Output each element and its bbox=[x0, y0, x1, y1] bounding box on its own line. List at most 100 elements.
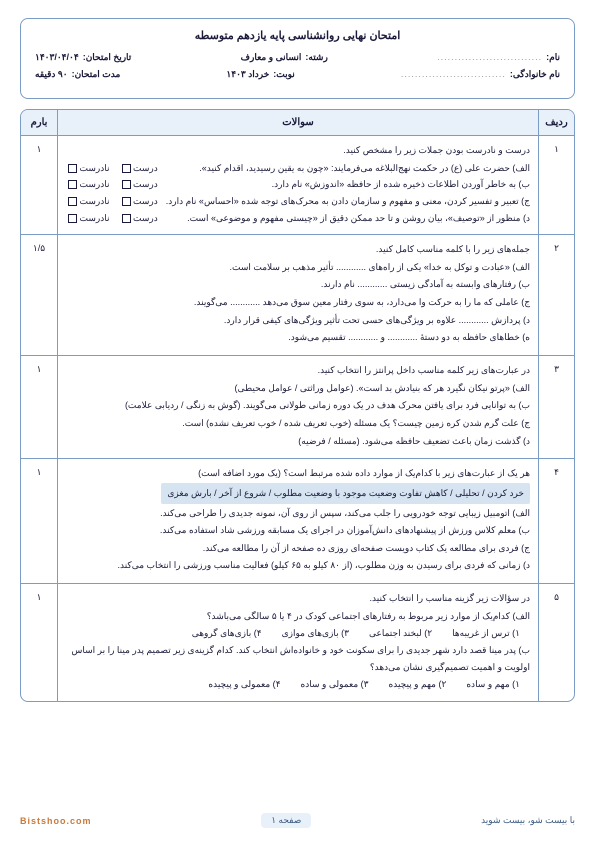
mc-option[interactable]: ۲) مهم و پیچیده bbox=[389, 676, 447, 693]
exam-header: امتحان نهایی روانشناسی پایه یازدهم متوسط… bbox=[20, 18, 575, 99]
opt-true[interactable]: درست bbox=[120, 210, 158, 227]
q-line: د) گذشت زمان باعث تضعیف حافظه می‌شود. (م… bbox=[66, 433, 530, 450]
opt-false[interactable]: نادرست bbox=[66, 160, 110, 177]
q-line: د) زمانی که فردی برای رسیدن به وزن مطلوب… bbox=[66, 557, 530, 574]
q-line: ب) رفتارهای وابسته به آمادگی زیستی .....… bbox=[66, 276, 530, 293]
tf-options: درست نادرست bbox=[66, 160, 158, 177]
date-label: تاریخ امتحان: bbox=[83, 52, 132, 63]
tf-text: ب) به خاطر آوردن اطلاعات ذخیره شده از حا… bbox=[166, 176, 530, 193]
q-intro: جمله‌های زیر را با کلمه مناسب کامل کنید. bbox=[66, 241, 530, 258]
mc-option[interactable]: ۳) معمولی و ساده bbox=[301, 676, 369, 693]
checkbox-icon bbox=[122, 214, 131, 223]
footer-tagline: با بیست شو، بیست شوید bbox=[481, 815, 575, 826]
mc-options: ۱) مهم و ساده ۲) مهم و پیچیده ۳) معمولی … bbox=[66, 676, 530, 693]
row-num: ۵ bbox=[538, 584, 574, 701]
tf-text: د) منظور از «توصیف»، بیان روشن و تا حد م… bbox=[166, 210, 530, 227]
turn-value: خرداد ۱۴۰۳ bbox=[226, 69, 269, 80]
row-score: ۱ bbox=[21, 584, 57, 701]
q-intro: در سؤالات زیر گزینه مناسب را انتخاب کنید… bbox=[66, 590, 530, 607]
q-line: الف) اتومبیل زیبایی توجه خودرویی را جلب … bbox=[66, 505, 530, 522]
checkbox-icon bbox=[122, 197, 131, 206]
row-content: در سؤالات زیر گزینه مناسب را انتخاب کنید… bbox=[57, 584, 538, 701]
turn-label: نوبت: bbox=[273, 69, 295, 80]
row-score: ۱ bbox=[21, 136, 57, 234]
page-footer: با بیست شو، بیست شوید صفحه ۱ Bistshoo.co… bbox=[20, 813, 575, 828]
opt-false[interactable]: نادرست bbox=[66, 210, 110, 227]
q-intro: هر یک از عبارت‌های زیر با کدام‌یک از موا… bbox=[66, 465, 530, 482]
mc-option[interactable]: ۱) ترس از غریبه‌ها bbox=[452, 625, 520, 642]
tf-item: ج) تعبیر و تفسیر کردن، معنی و مفهوم و سا… bbox=[66, 193, 530, 210]
row-content: جمله‌های زیر را با کلمه مناسب کامل کنید.… bbox=[57, 235, 538, 355]
tf-item: ب) به خاطر آوردن اطلاعات ذخیره شده از حا… bbox=[66, 176, 530, 193]
name-label: نام: bbox=[546, 52, 560, 63]
name-dots: .............................. bbox=[437, 52, 542, 63]
table-row: ۱ درست و نادرست بودن جملات زیر را مشخص ک… bbox=[21, 135, 574, 234]
tf-text: الف) حضرت علی (ع) در حکمت نهج‌البلاغه می… bbox=[166, 160, 530, 177]
mc-option[interactable]: ۴) بازی‌های گروهی bbox=[192, 625, 262, 642]
tf-options: درست نادرست bbox=[66, 176, 158, 193]
row-score: ۱/۵ bbox=[21, 235, 57, 355]
table-row: ۲ جمله‌های زیر را با کلمه مناسب کامل کنی… bbox=[21, 234, 574, 355]
header-row-1: نام:.............................. رشته:… bbox=[35, 52, 560, 63]
tf-options: درست نادرست bbox=[66, 210, 158, 227]
mc-question: الف) کدام‌یک از موارد زیر مربوط به رفتار… bbox=[66, 608, 530, 625]
q-intro: درست و نادرست بودن جملات زیر را مشخص کنی… bbox=[66, 142, 530, 159]
row-num: ۴ bbox=[538, 459, 574, 583]
checkbox-icon bbox=[122, 164, 131, 173]
tf-options: درست نادرست bbox=[66, 193, 158, 210]
checkbox-icon bbox=[68, 164, 77, 173]
mc-option[interactable]: ۲) لبخند اجتماعی bbox=[369, 625, 432, 642]
checkbox-icon bbox=[68, 197, 77, 206]
row-score: ۱ bbox=[21, 356, 57, 458]
exam-title: امتحان نهایی روانشناسی پایه یازدهم متوسط… bbox=[35, 29, 560, 42]
option-bank: خرد کردن / تحلیلی / کاهش تفاوت وضعیت موج… bbox=[161, 483, 530, 504]
question-table: ردیف سوالات بارم ۱ درست و نادرست بودن جم… bbox=[20, 109, 575, 702]
family-dots: .............................. bbox=[401, 69, 506, 80]
mc-options: ۱) ترس از غریبه‌ها ۲) لبخند اجتماعی ۳) ب… bbox=[66, 625, 530, 642]
row-num: ۳ bbox=[538, 356, 574, 458]
opt-false[interactable]: نادرست bbox=[66, 193, 110, 210]
dur-label: مدت امتحان: bbox=[72, 69, 121, 80]
head-q: سوالات bbox=[57, 110, 538, 135]
opt-false[interactable]: نادرست bbox=[66, 176, 110, 193]
tf-item: الف) حضرت علی (ع) در حکمت نهج‌البلاغه می… bbox=[66, 160, 530, 177]
q-line: ج) فردی برای مطالعه یک کتاب دویست صفحه‌ا… bbox=[66, 540, 530, 557]
table-row: ۳ در عبارت‌های زیر کلمه مناسب داخل پرانت… bbox=[21, 355, 574, 458]
row-content: هر یک از عبارت‌های زیر با کدام‌یک از موا… bbox=[57, 459, 538, 583]
q-line: الف) «عبادت و توکل به خدا» یکی از راه‌ها… bbox=[66, 259, 530, 276]
checkbox-icon bbox=[122, 180, 131, 189]
q-line: ب) به توانایی فرد برای یافتن محرک هدف در… bbox=[66, 397, 530, 414]
tf-text: ج) تعبیر و تفسیر کردن، معنی و مفهوم و سا… bbox=[166, 193, 530, 210]
row-num: ۲ bbox=[538, 235, 574, 355]
q-line: ج) عاملی که ما را به حرکت وا می‌دارد، به… bbox=[66, 294, 530, 311]
field-label: رشته: bbox=[305, 52, 327, 63]
page-number: صفحه ۱ bbox=[261, 813, 311, 828]
mc-option[interactable]: ۳) بازی‌های موازی bbox=[282, 625, 349, 642]
q-line: ب) معلم کلاس ورزش از پیشنهادهای دانش‌آمو… bbox=[66, 522, 530, 539]
field-value: انسانی و معارف bbox=[241, 52, 302, 63]
mc-question: ب) پدر مینا قصد دارد شهر جدیدی را برای س… bbox=[66, 642, 530, 675]
opt-true[interactable]: درست bbox=[120, 193, 158, 210]
opt-true[interactable]: درست bbox=[120, 160, 158, 177]
date-value: ۱۴۰۳/۰۴/۰۴ bbox=[35, 52, 79, 63]
row-num: ۱ bbox=[538, 136, 574, 234]
mc-option[interactable]: ۴) معمولی و پیچیده bbox=[208, 676, 280, 693]
family-label: نام خانوادگی: bbox=[510, 69, 560, 80]
q-line: ه) خطاهای حافظه به دو دستهٔ ............… bbox=[66, 329, 530, 346]
head-num: ردیف bbox=[538, 110, 574, 135]
head-score: بارم bbox=[21, 110, 57, 135]
opt-true[interactable]: درست bbox=[120, 176, 158, 193]
checkbox-icon bbox=[68, 214, 77, 223]
table-row: ۵ در سؤالات زیر گزینه مناسب را انتخاب کن… bbox=[21, 583, 574, 701]
tf-item: د) منظور از «توصیف»، بیان روشن و تا حد م… bbox=[66, 210, 530, 227]
dur-value: ۹۰ دقیقه bbox=[35, 69, 68, 80]
row-score: ۱ bbox=[21, 459, 57, 583]
q-line: ج) علت گرم شدن کره زمین چیست؟ یک مسئله (… bbox=[66, 415, 530, 432]
checkbox-icon bbox=[68, 180, 77, 189]
row-content: در عبارت‌های زیر کلمه مناسب داخل پرانتز … bbox=[57, 356, 538, 458]
q-line: د) پردازش ............ علاوه بر ویژگی‌ها… bbox=[66, 312, 530, 329]
row-content: درست و نادرست بودن جملات زیر را مشخص کنی… bbox=[57, 136, 538, 234]
mc-option[interactable]: ۱) مهم و ساده bbox=[466, 676, 520, 693]
brand-link[interactable]: Bistshoo.com bbox=[20, 816, 92, 826]
table-row: ۴ هر یک از عبارت‌های زیر با کدام‌یک از م… bbox=[21, 458, 574, 583]
